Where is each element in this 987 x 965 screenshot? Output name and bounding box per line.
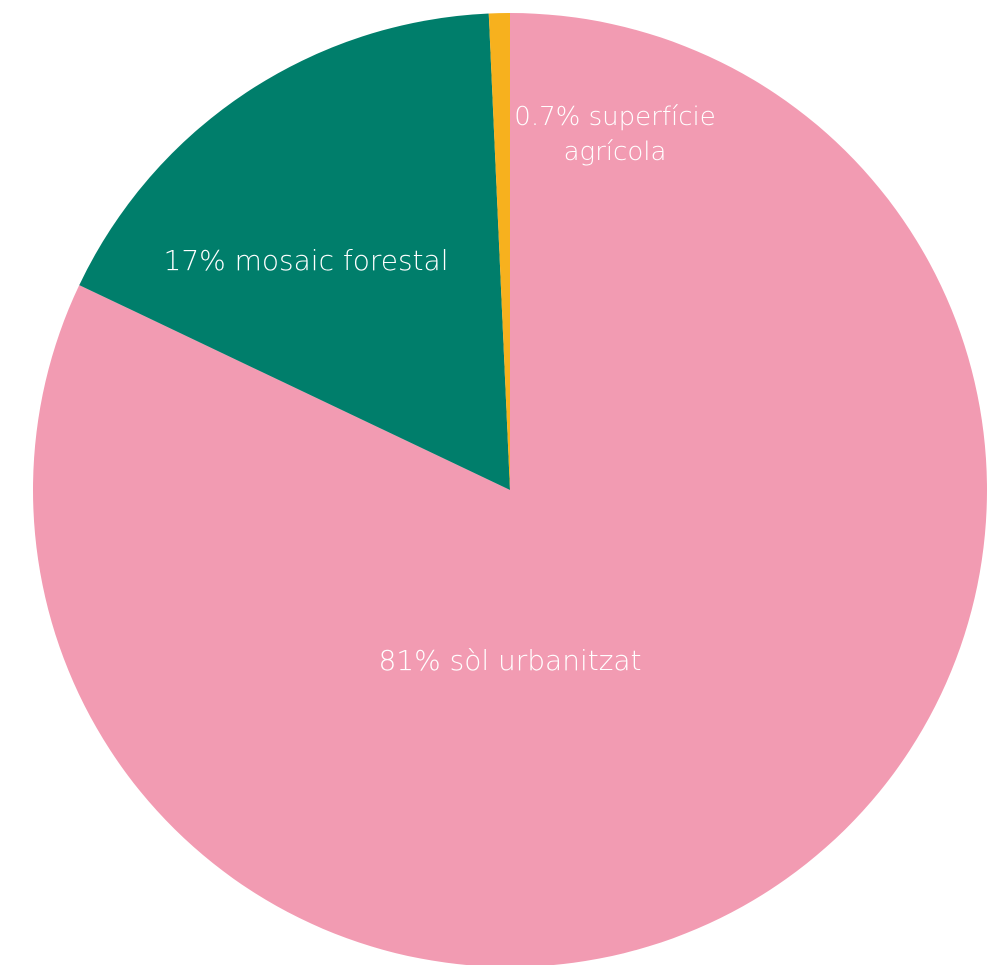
pie-slice-superf-cie-agr-cola bbox=[488, 13, 510, 490]
slice-label-superficie-agricola-line2: agrícola bbox=[564, 137, 667, 167]
pie-slices bbox=[33, 13, 987, 965]
pie-labels: 81% sòl urbanitzat 17% mosaic forestal 0… bbox=[164, 102, 716, 677]
slice-label-mosaic-forestal: 17% mosaic forestal bbox=[164, 244, 449, 277]
pie-slice-mosaic-forestal bbox=[79, 13, 511, 491]
slice-label-sol-urbanitzat: 81% sòl urbanitzat bbox=[378, 644, 641, 677]
pie-slice-s-l-urbanitzat bbox=[33, 13, 987, 965]
slice-label-superficie-agricola-line1: 0.7% superfície bbox=[514, 102, 715, 132]
